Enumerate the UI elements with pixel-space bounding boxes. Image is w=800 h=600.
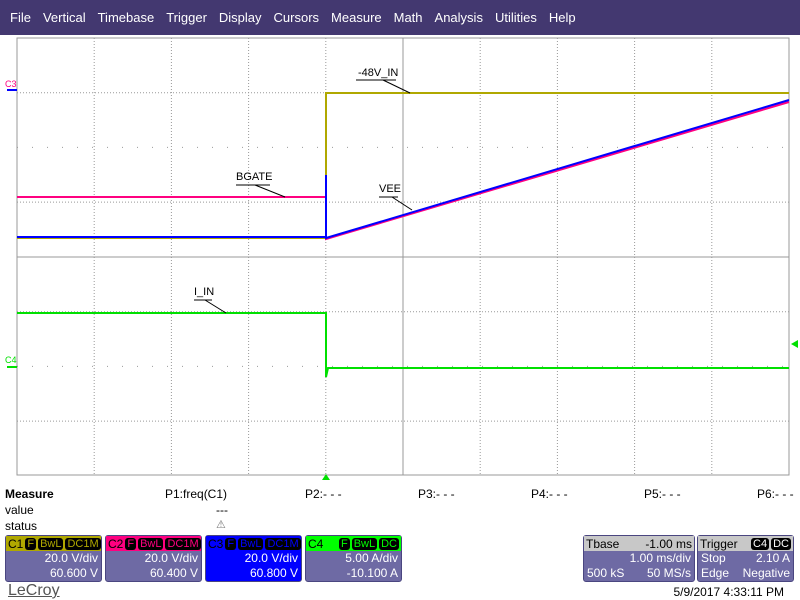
channel-name: C4 [308, 536, 324, 551]
trigger-position-marker[interactable] [322, 474, 330, 480]
c4-trace-label: I_IN [194, 286, 214, 298]
trigger-type: Edge [701, 566, 730, 580]
channel-tag: F [225, 537, 237, 550]
menu-math[interactable]: Math [393, 10, 423, 25]
menu-timebase[interactable]: Timebase [97, 10, 155, 25]
timebase-label: Tbase [586, 536, 620, 551]
trigger-panel[interactable]: Trigger C4 DC Stop 2.10 A Edge Negative [697, 535, 794, 582]
trigger-source: C4 [751, 537, 770, 550]
datetime: 5/9/2017 4:33:11 PM [673, 585, 784, 599]
channel-tag: BwL [138, 537, 164, 550]
p1-value: --- [216, 503, 228, 517]
menu-trigger[interactable]: Trigger [166, 10, 207, 25]
measure-param-p5[interactable]: P5:- - - [644, 487, 681, 501]
channel-scale: 20.0 V/div [44, 551, 98, 565]
channel-tag: BwL [351, 537, 378, 550]
channel-scale: 5.00 A/div [345, 551, 398, 565]
channel-offset: 60.400 V [149, 566, 198, 580]
trace-c4 [17, 312, 789, 378]
timebase-panel[interactable]: Tbase -1.00 ms 1.00 ms/div 500 kS 50 MS/s [583, 535, 695, 582]
label-c4: I_IN [194, 286, 227, 314]
menu-vertical[interactable]: Vertical [42, 10, 86, 25]
trigger-label: Trigger [700, 536, 738, 551]
c3-ground-marker[interactable]: C3 [5, 79, 17, 89]
channel-tag: F [25, 537, 37, 550]
channel-tag: DC [379, 537, 399, 550]
channel-panel-c3[interactable]: C3 F BwL DC1M 20.0 V/div 60.800 V [205, 535, 302, 582]
measure-row-status: status [5, 519, 38, 533]
label-c3: VEE [379, 183, 413, 211]
menu-bar: File Vertical Timebase Trigger Display Cursor… [0, 0, 800, 35]
measure-table: Measure value status P1:freq(C1) P2:- - -… [0, 486, 800, 534]
warning-icon: ⚠ [216, 519, 226, 531]
menu-file[interactable]: File [10, 10, 31, 25]
channel-scale: 20.0 V/div [144, 551, 198, 565]
timebase-rate: 50 MS/s [646, 566, 691, 580]
timebase-delay: -1.00 ms [645, 536, 692, 551]
measure-row-value: value [5, 503, 34, 517]
graticule [16, 37, 790, 476]
measure-title: Measure [5, 487, 54, 501]
measure-param-p3[interactable]: P3:- - - [418, 487, 455, 501]
c4-ground-marker[interactable]: C4 [5, 355, 17, 365]
timebase-samples: 500 kS [587, 566, 625, 580]
measure-param-p1[interactable]: P1:freq(C1) [165, 487, 228, 501]
channel-tag: DC1M [165, 537, 201, 550]
channel-tag: DC1M [65, 537, 101, 550]
c2-trace-label: BGATE [236, 171, 272, 183]
measure-param-p6[interactable]: P6:- - - [757, 487, 794, 501]
trigger-slope: Negative [742, 566, 790, 580]
lecroy-logo: LeCroy [8, 582, 60, 599]
menu-measure[interactable]: Measure [331, 10, 382, 25]
trigger-level-marker[interactable] [791, 340, 798, 348]
channel-tag: BwL [238, 537, 264, 550]
channel-tag: F [338, 537, 350, 550]
trigger-level: 2.10 A [755, 551, 790, 565]
channel-tag: BwL [38, 537, 64, 550]
channel-offset: -10.100 A [346, 566, 398, 580]
channel-name: C1 [8, 536, 24, 551]
waveform-display: -48V_IN BGATE VEE I_IN C3 C4 [5, 37, 798, 480]
c1-trace-label: -48V_IN [358, 67, 398, 79]
channel-panel-c2[interactable]: C2 F BwL DC1M 20.0 V/div 60.400 V [105, 535, 202, 582]
channel-tag: DC1M [265, 537, 301, 550]
channel-panel-c4[interactable]: C4 F BwL DC 5.00 A/div -10.100 A [305, 535, 402, 582]
menu-analysis[interactable]: Analysis [434, 10, 483, 25]
channel-offset: 60.800 V [249, 566, 298, 580]
channel-scale: 20.0 V/div [244, 551, 298, 565]
trace-c3 [17, 99, 790, 240]
timebase-scale: 1.00 ms/div [629, 551, 691, 565]
channel-offset: 60.600 V [49, 566, 98, 580]
menu-cursors[interactable]: Cursors [273, 10, 320, 25]
channel-name: C2 [108, 536, 124, 551]
c3-trace-label: VEE [379, 183, 401, 195]
measure-param-p4[interactable]: P4:- - - [531, 487, 568, 501]
label-c1: -48V_IN [356, 67, 411, 94]
menu-utilities[interactable]: Utilities [494, 10, 537, 25]
measure-param-p2[interactable]: P2:- - - [305, 487, 342, 501]
channel-panel-c1[interactable]: C1 F BwL DC1M 20.0 V/div 60.600 V [5, 535, 102, 582]
trigger-mode: Stop [701, 551, 726, 565]
channel-name: C3 [208, 536, 224, 551]
channel-tag: F [125, 537, 137, 550]
label-c2: BGATE [236, 171, 286, 198]
menu-help[interactable]: Help [548, 10, 576, 25]
trigger-coupling: DC [771, 537, 791, 550]
menu-display[interactable]: Display [218, 10, 262, 25]
